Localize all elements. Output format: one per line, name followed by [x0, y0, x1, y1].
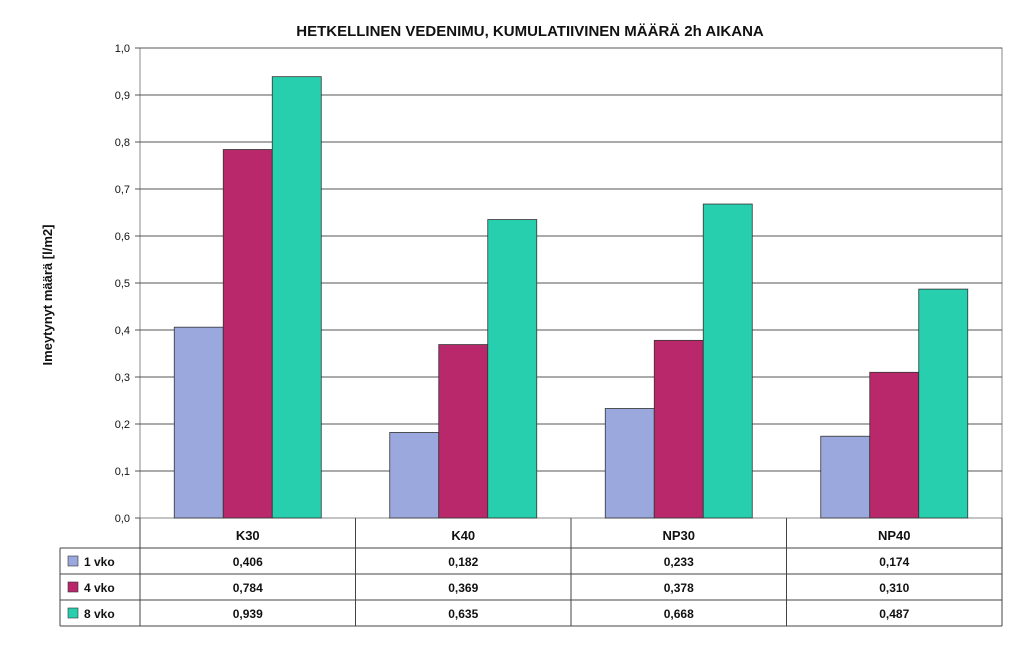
data-label: 0,182 — [448, 555, 478, 569]
y-tick-label: 0,0 — [115, 513, 130, 525]
legend-swatch — [67, 607, 79, 619]
bar — [389, 432, 440, 519]
y-axis-label: Imeytynyt määrä [l/m2] — [40, 225, 55, 366]
category-label: K40 — [451, 528, 475, 543]
y-tick-label: 0,6 — [115, 231, 130, 243]
legend-label: 8 vko — [84, 607, 115, 621]
legend-label: 4 vko — [84, 581, 115, 595]
category-label: NP40 — [878, 528, 911, 543]
bar — [653, 339, 704, 519]
data-label: 0,635 — [448, 607, 478, 621]
bar — [604, 408, 655, 519]
category-label: K30 — [236, 528, 260, 543]
y-tick-label: 1,0 — [115, 43, 130, 55]
legend-swatch — [67, 581, 79, 593]
bar — [438, 344, 489, 519]
data-label: 0,233 — [664, 555, 694, 569]
data-label: 0,487 — [879, 607, 909, 621]
y-tick-label: 0,9 — [115, 90, 130, 102]
legend-label: 1 vko — [84, 555, 115, 569]
category-label: NP30 — [662, 528, 695, 543]
data-label: 0,310 — [879, 581, 909, 595]
bar — [173, 326, 224, 519]
bar — [487, 219, 538, 519]
y-tick-label: 0,5 — [115, 278, 130, 290]
data-label: 0,784 — [233, 581, 263, 595]
bar — [702, 203, 753, 519]
y-tick-label: 0,1 — [115, 466, 130, 478]
bar — [271, 76, 322, 519]
data-label: 0,939 — [233, 607, 263, 621]
y-tick-label: 0,4 — [115, 325, 130, 337]
data-table: K30 K40 NP30 NP40 1 vko 0,406 0,182 0,233 0,174 4… — [59, 518, 1003, 627]
plot-area: 0,0 0,1 0,2 0,3 0,4 0,5 0,6 0,7 0,8 0,9 1,0 — [115, 43, 1003, 525]
chart-title: HETKELLINEN VEDENIMU, KUMULATIIVINEN MÄÄ… — [296, 23, 764, 40]
data-label: 0,378 — [664, 581, 694, 595]
y-tick-label: 0,7 — [115, 184, 130, 196]
legend-swatch — [67, 555, 79, 567]
y-tick-label: 0,2 — [115, 419, 130, 431]
bar — [222, 149, 273, 519]
data-label: 0,174 — [879, 555, 909, 569]
bar — [918, 288, 969, 519]
data-label: 0,668 — [664, 607, 694, 621]
data-label: 0,406 — [233, 555, 263, 569]
bar — [820, 435, 871, 519]
y-tick-label: 0,8 — [115, 137, 130, 149]
y-tick-label: 0,3 — [115, 372, 130, 384]
bar — [869, 371, 920, 519]
data-label: 0,369 — [448, 581, 478, 595]
